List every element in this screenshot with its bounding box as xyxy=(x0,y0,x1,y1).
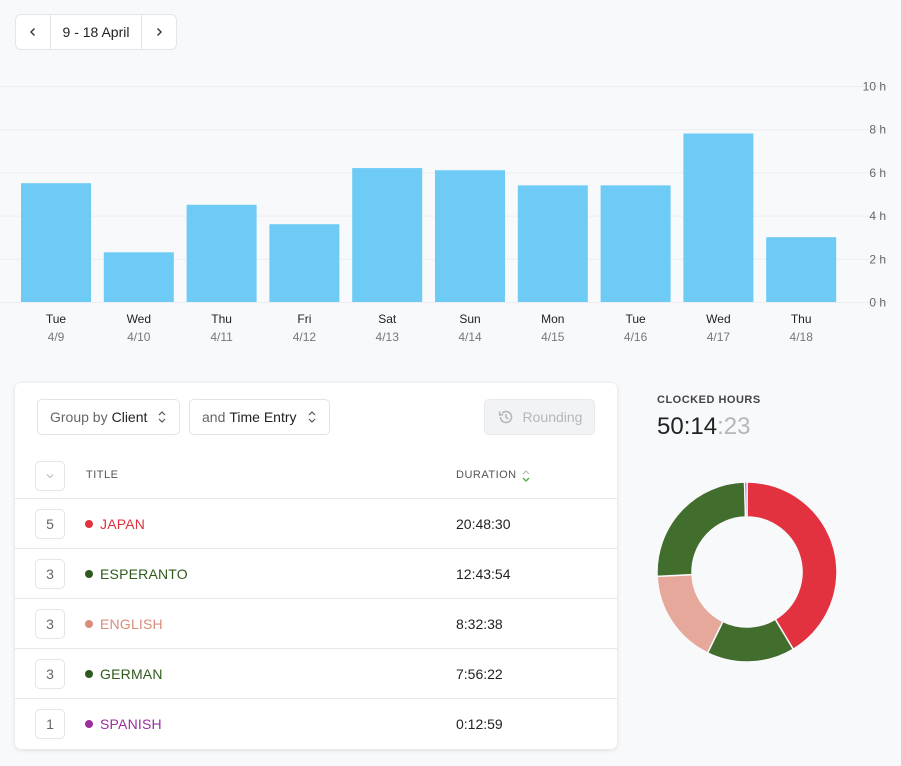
table-row[interactable]: 3 GERMAN 7:56:22 xyxy=(15,649,617,699)
x-tick-day: Wed xyxy=(706,312,730,326)
x-tick-date: 4/15 xyxy=(541,330,565,344)
clocked-hours-label: CLOCKED HOURS xyxy=(657,394,761,406)
client-title: JAPAN xyxy=(100,516,146,532)
table-row[interactable]: 3 ENGLISH 8:32:38 xyxy=(15,599,617,649)
donut-slice[interactable] xyxy=(746,481,838,651)
x-tick-day: Tue xyxy=(46,312,67,326)
y-tick-label: 10 h xyxy=(863,80,886,94)
chevron-down-icon xyxy=(46,474,54,479)
expand-all-toggle[interactable] xyxy=(35,461,65,491)
table-row[interactable]: 1 SPANISH 0:12:59 xyxy=(15,699,617,749)
client-color-dot xyxy=(85,520,93,528)
group-by-select[interactable]: Group by Client xyxy=(37,399,181,435)
date-range-label[interactable]: 9 - 18 April xyxy=(50,15,142,49)
rounding-label: Rounding xyxy=(522,409,583,425)
duration-value: 7:56:22 xyxy=(456,666,503,682)
clocked-hours-value: 50:14:23 xyxy=(657,413,750,441)
group-by-prefix: Group by xyxy=(50,409,108,425)
subgroup-value: Time Entry xyxy=(229,409,297,425)
x-tick-date: 4/11 xyxy=(210,330,233,344)
duration-value: 8:32:38 xyxy=(456,616,503,632)
entry-count-badge[interactable]: 3 xyxy=(35,659,65,689)
table-row[interactable]: 3 ESPERANTO 12:43:54 xyxy=(15,549,617,599)
duration-value: 20:48:30 xyxy=(456,516,511,532)
clocked-hours-separator: : xyxy=(717,413,724,440)
duration-value: 0:12:59 xyxy=(456,716,503,732)
x-tick-date: 4/18 xyxy=(790,330,814,344)
report-toolbar: Group by Client and Time Entry Rounding xyxy=(15,383,617,453)
bar[interactable] xyxy=(435,170,505,302)
client-color-dot xyxy=(85,670,93,678)
previous-range-button[interactable] xyxy=(16,15,50,49)
x-tick-day: Thu xyxy=(211,312,232,326)
table-header: TITLE DURATION xyxy=(15,453,617,499)
bar[interactable] xyxy=(517,185,588,302)
chevron-left-icon xyxy=(30,28,35,36)
entry-count-badge[interactable]: 3 xyxy=(35,559,65,589)
table-body: 5 JAPAN 20:48:30 3 ESPERANTO 12:43:54 3 … xyxy=(15,499,617,749)
x-tick-date: 4/16 xyxy=(624,330,648,344)
y-tick-label: 8 h xyxy=(869,123,886,137)
bar[interactable] xyxy=(103,252,174,302)
client-color-dot xyxy=(85,720,93,728)
group-by-value: Client xyxy=(111,409,148,425)
y-tick-label: 6 h xyxy=(869,166,886,180)
donut-slice[interactable] xyxy=(743,481,748,518)
chevron-right-icon xyxy=(157,28,162,36)
history-icon xyxy=(498,410,512,424)
client-title: SPANISH xyxy=(100,716,162,732)
y-tick-label: 0 h xyxy=(869,296,886,310)
clocked-hours-seconds: 23 xyxy=(723,413,751,440)
daily-hours-bar-chart: 0 h 2 h 4 h 6 h 8 h 10 h Tue 4/9 Wed 4/10 Thu 4/11 F… xyxy=(0,80,888,344)
donut-slice[interactable] xyxy=(656,573,724,654)
y-tick-label: 2 h xyxy=(869,252,886,266)
entry-count-badge[interactable]: 5 xyxy=(35,509,65,539)
x-tick-day: Sun xyxy=(459,312,480,326)
bar[interactable] xyxy=(21,183,91,302)
entry-count-badge[interactable]: 3 xyxy=(35,609,65,639)
bar[interactable] xyxy=(269,224,340,302)
x-tick-day: Tue xyxy=(625,312,646,326)
chevron-up-down-icon xyxy=(308,411,315,423)
subgroup-select[interactable]: and Time Entry xyxy=(189,399,330,435)
y-tick-label: 4 h xyxy=(869,209,886,223)
x-tick-date: 4/13 xyxy=(376,330,400,344)
client-title: GERMAN xyxy=(100,666,163,682)
entry-count-badge[interactable]: 1 xyxy=(35,709,65,739)
client-color-dot xyxy=(85,620,93,628)
time-report-card: Group by Client and Time Entry Rounding … xyxy=(15,383,617,749)
x-tick-day: Mon xyxy=(541,312,564,326)
x-tick-date: 4/12 xyxy=(293,330,317,344)
x-tick-day: Thu xyxy=(791,312,812,326)
x-tick-date: 4/9 xyxy=(48,330,65,344)
date-range-navigator: 9 - 18 April xyxy=(15,14,177,50)
bar[interactable] xyxy=(766,237,837,302)
title-column-header[interactable]: TITLE xyxy=(86,469,119,481)
bar[interactable] xyxy=(683,133,754,302)
client-color-dot xyxy=(85,570,93,578)
client-title: ESPERANTO xyxy=(100,566,188,582)
x-tick-date: 4/14 xyxy=(458,330,482,344)
chevron-up-down-icon xyxy=(158,411,166,423)
table-row[interactable]: 5 JAPAN 20:48:30 xyxy=(15,499,617,549)
client-title: ENGLISH xyxy=(100,616,163,632)
duration-value: 12:43:54 xyxy=(456,566,511,582)
x-tick-date: 4/17 xyxy=(707,330,731,344)
bar[interactable] xyxy=(186,204,257,302)
sort-icon[interactable] xyxy=(521,469,531,483)
x-tick-date: 4/10 xyxy=(127,330,151,344)
clocked-hours-hm: 50:14 xyxy=(657,413,718,440)
x-tick-day: Fri xyxy=(297,312,311,326)
bar[interactable] xyxy=(352,168,423,302)
rounding-button[interactable]: Rounding xyxy=(484,399,595,435)
bar[interactable] xyxy=(600,185,671,302)
x-tick-day: Wed xyxy=(127,312,151,326)
client-share-donut-chart xyxy=(656,481,838,663)
duration-column-header[interactable]: DURATION xyxy=(456,469,517,481)
next-range-button[interactable] xyxy=(142,15,176,49)
x-tick-day: Sat xyxy=(378,312,397,326)
subgroup-prefix: and xyxy=(202,409,226,425)
donut-slice[interactable] xyxy=(656,481,747,578)
